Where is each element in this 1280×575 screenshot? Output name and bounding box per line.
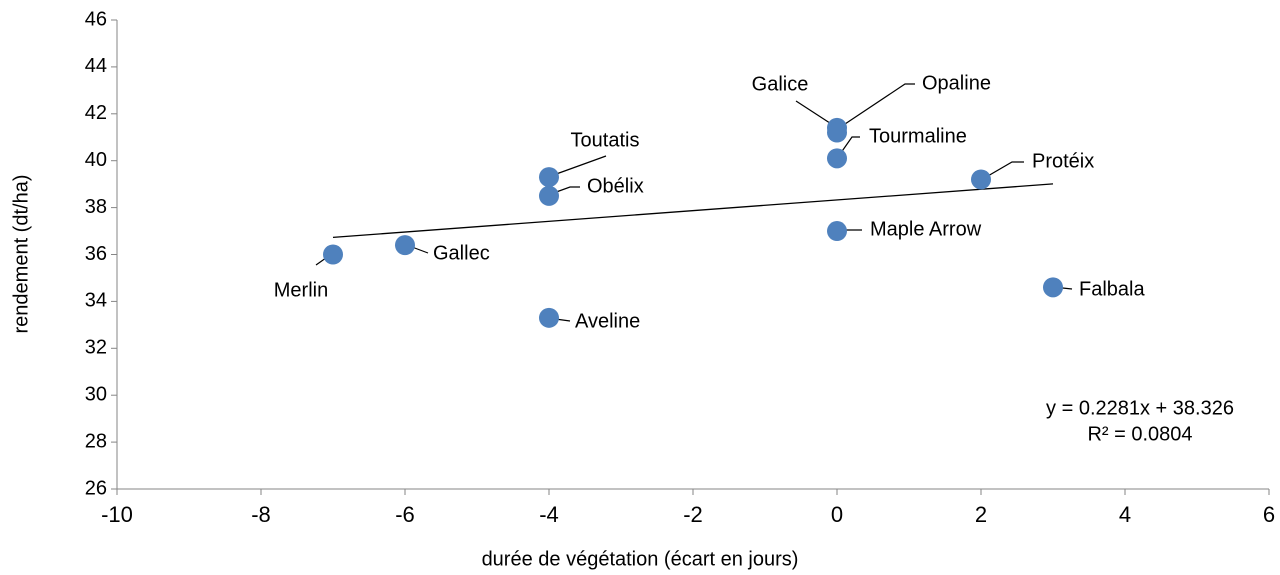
point-label: Merlin <box>274 279 328 301</box>
point-label: Protéix <box>1032 150 1094 172</box>
point <box>1043 277 1063 298</box>
y-tick-label: 36 <box>85 243 107 265</box>
x-tick-label: -6 <box>395 502 415 527</box>
y-tick-label: 32 <box>85 337 107 359</box>
point-label: Tourmaline <box>869 125 967 147</box>
point-label: Aveline <box>575 310 640 332</box>
point <box>827 221 847 242</box>
x-tick-label: -8 <box>251 502 271 527</box>
x-tick-label: 4 <box>1119 502 1131 527</box>
point-label: Falbala <box>1079 278 1145 300</box>
point-label: Toutatis <box>571 129 640 151</box>
point-label: Galice <box>752 73 809 95</box>
point-label: Maple Arrow <box>870 218 982 240</box>
y-tick-label: 28 <box>85 430 107 452</box>
leader-line <box>835 83 915 131</box>
point <box>539 185 559 206</box>
y-tick-label: 44 <box>85 55 107 77</box>
trend-r2: R² = 0.0804 <box>1087 423 1192 445</box>
point-label: Obélix <box>587 175 644 197</box>
y-tick-label: 46 <box>85 8 107 30</box>
point <box>827 122 847 143</box>
point <box>539 167 559 188</box>
y-tick-label: 34 <box>85 290 107 312</box>
y-tick-label: 30 <box>85 383 107 405</box>
leader-line <box>980 161 1024 181</box>
point <box>539 307 559 328</box>
x-tick-label: 6 <box>1263 502 1275 527</box>
point-label: Opaline <box>922 72 991 94</box>
x-tick-label: 2 <box>975 502 987 527</box>
x-axis-label: durée de végétation (écart en jours) <box>482 548 799 570</box>
x-tick-label: 0 <box>831 502 843 527</box>
x-tick-label: -2 <box>683 502 703 527</box>
point <box>323 244 343 265</box>
y-tick-label: 42 <box>85 102 107 124</box>
trend-equation: y = 0.2281x + 38.326 <box>1046 397 1234 419</box>
y-tick-label: 38 <box>85 196 107 218</box>
point <box>971 169 991 190</box>
point-label: Gallec <box>433 242 490 264</box>
y-axis-label: rendement (dt/ha) <box>10 175 32 334</box>
x-tick-label: -4 <box>539 502 559 527</box>
trend-line <box>332 183 1054 239</box>
point <box>827 148 847 169</box>
x-tick-label: -10 <box>101 502 133 527</box>
y-tick-label: 26 <box>85 477 107 499</box>
point <box>395 235 415 256</box>
y-tick-label: 40 <box>85 149 107 171</box>
